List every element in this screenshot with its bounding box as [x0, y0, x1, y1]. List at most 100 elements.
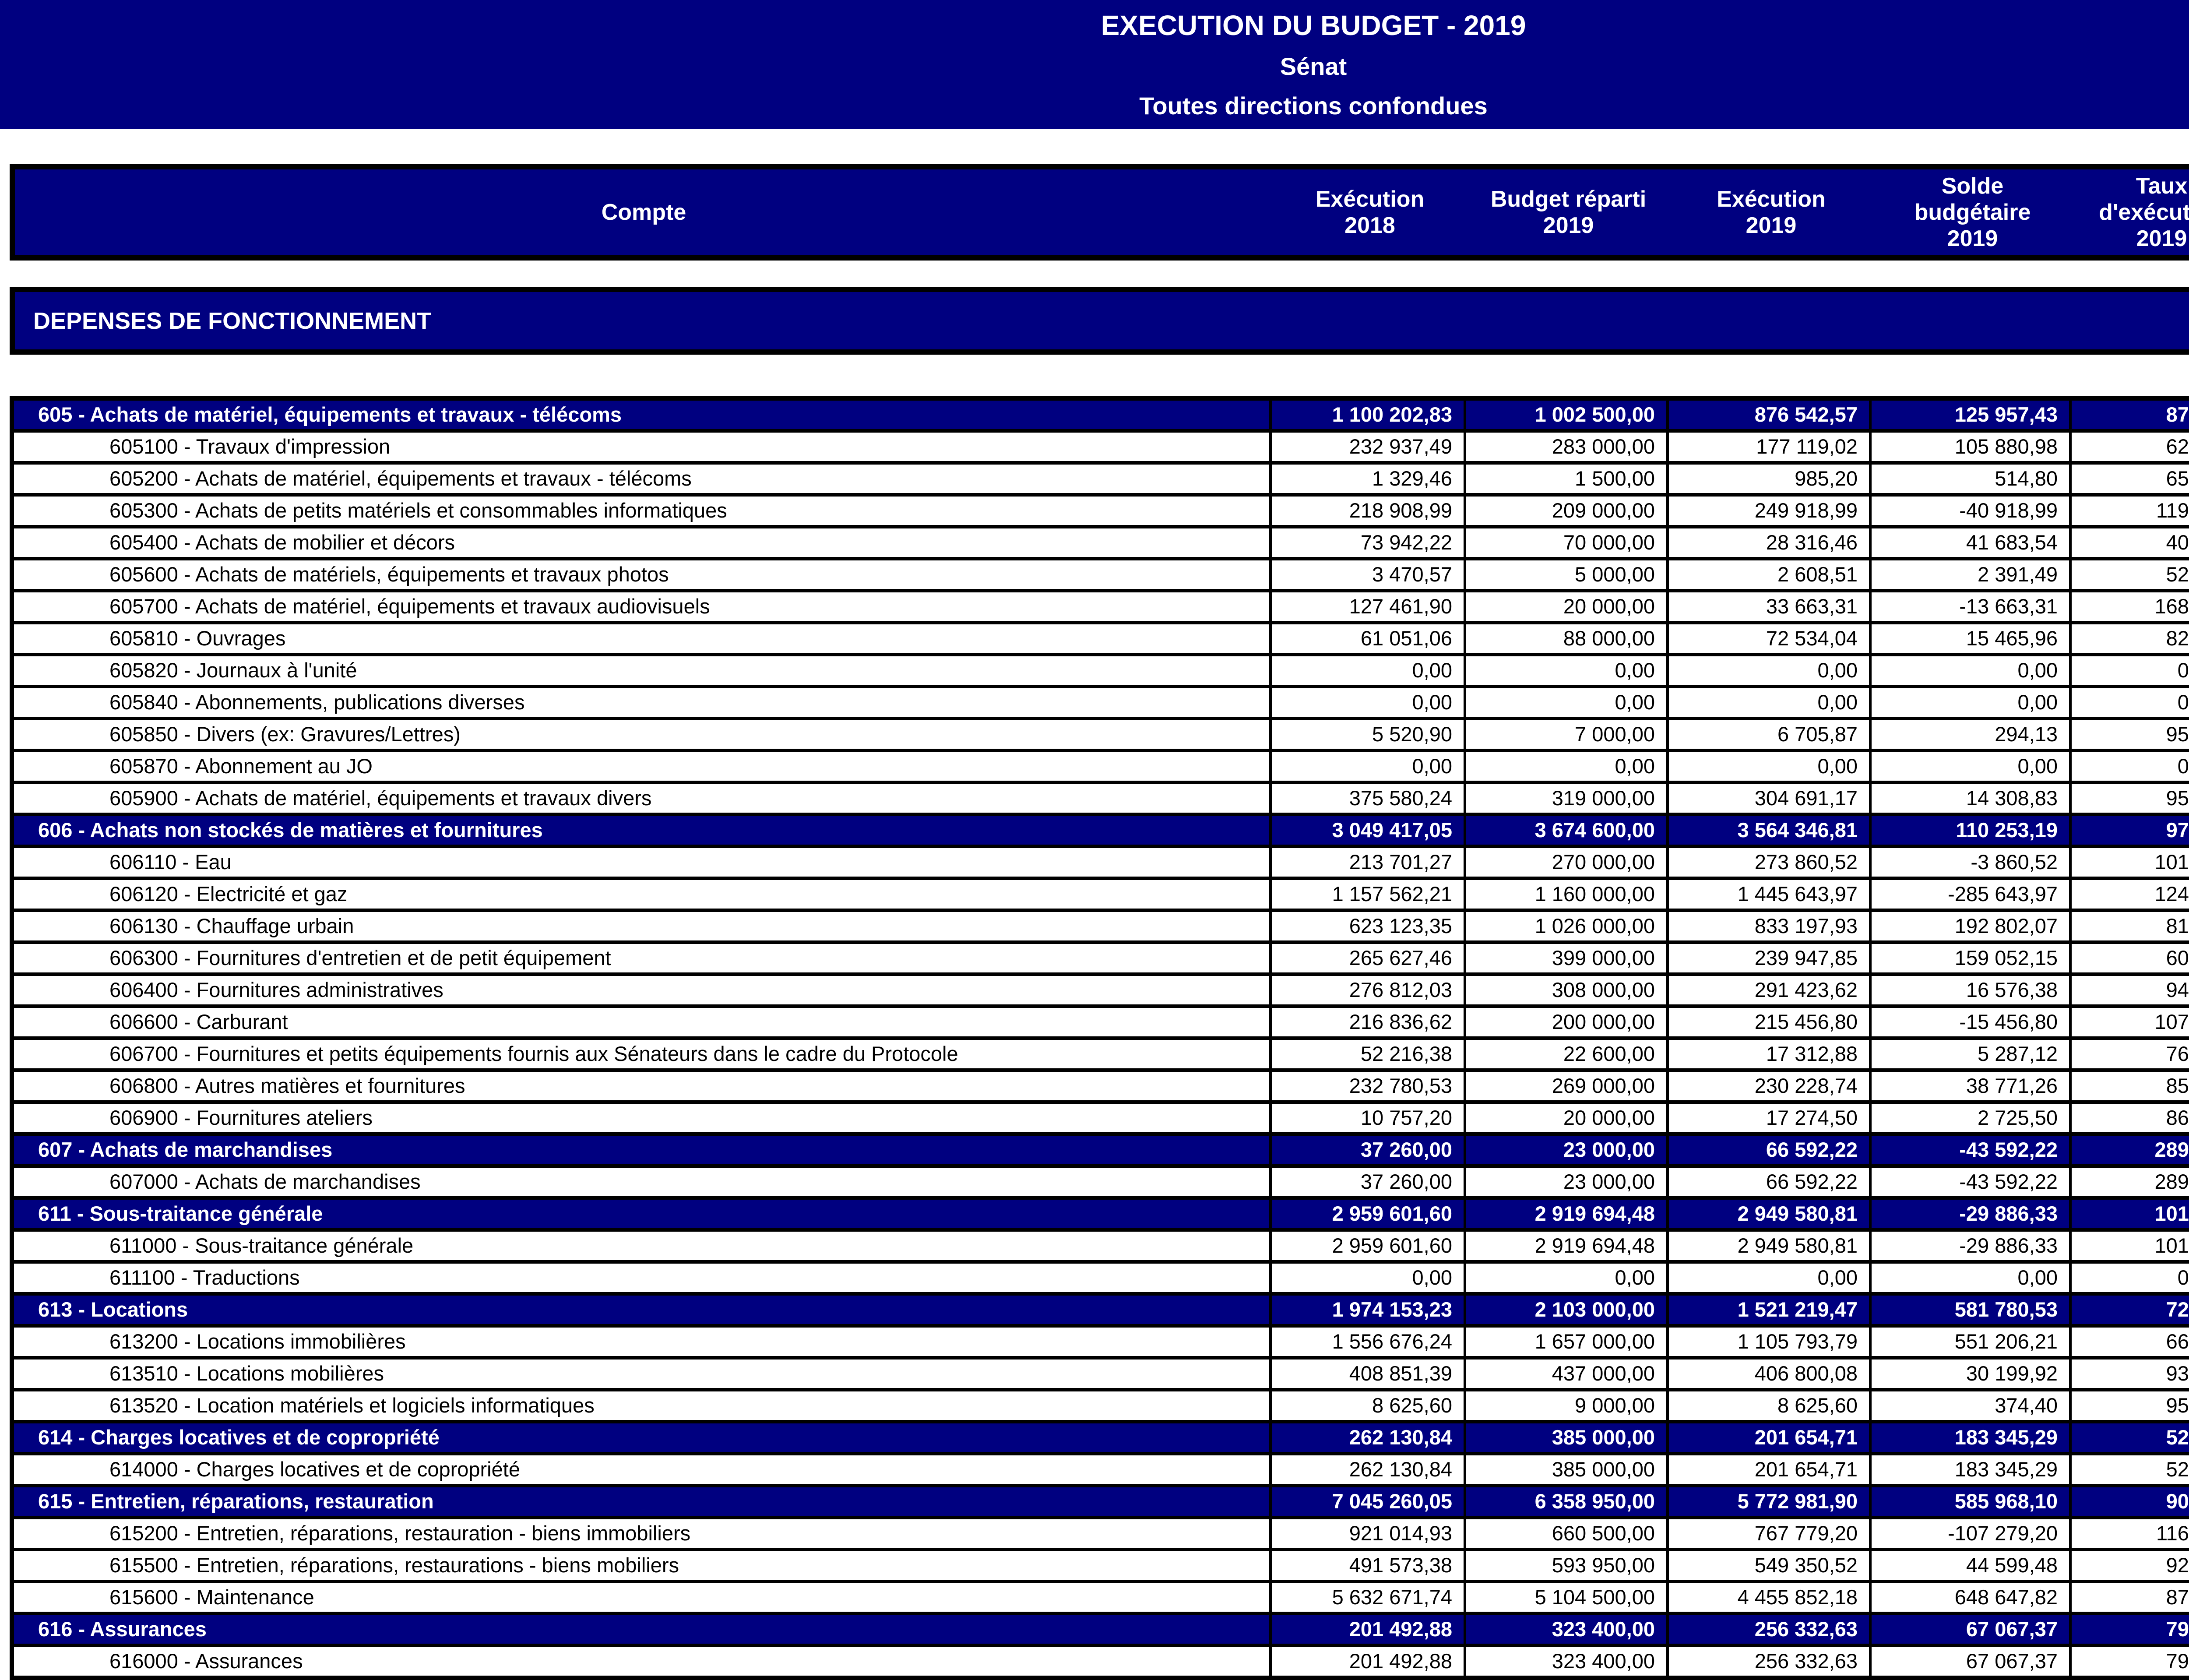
- account-detail-row: 605820 - Journaux à l'unité 0,00 0,00 0,00 0…: [14, 656, 2189, 688]
- value-cell: 551 206,21: [1872, 1328, 2072, 1359]
- value-cell: 95,84%: [2072, 1391, 2189, 1423]
- value-cell: 72,34%: [2072, 1296, 2189, 1328]
- value-cell: 52,38%: [2072, 1423, 2189, 1455]
- column-header-line: budgétaire: [1914, 200, 2031, 225]
- value-cell: 5 632 671,74: [1272, 1583, 1466, 1615]
- value-cell: 0,00: [1466, 688, 1669, 720]
- value-cell: 876 542,57: [1669, 401, 1872, 433]
- value-cell: 85,59%: [2072, 1072, 2189, 1104]
- value-cell: 159 052,15: [1872, 944, 2072, 976]
- account-detail-row: 616000 - Assurances 201 492,88 323 400,00 2…: [14, 1647, 2189, 1676]
- value-cell: 33 663,31: [1669, 592, 1872, 624]
- value-cell: -13 663,31: [1872, 592, 2072, 624]
- value-cell: 385 000,00: [1466, 1455, 1669, 1487]
- value-cell: 319 000,00: [1466, 784, 1669, 816]
- account-label: 605900 - Achats de matériel, équipements…: [14, 784, 1272, 816]
- value-cell: 3 674 600,00: [1466, 816, 1669, 848]
- value-cell: 833 197,93: [1669, 912, 1872, 944]
- value-cell: 283 000,00: [1466, 433, 1669, 465]
- account-label: 615200 - Entretien, réparations, restaur…: [14, 1519, 1272, 1551]
- account-detail-row: 606600 - Carburant 216 836,62 200 000,00 21…: [14, 1008, 2189, 1040]
- value-cell: 216 836,62: [1272, 1008, 1466, 1040]
- value-cell: 323 400,00: [1466, 1615, 1669, 1647]
- value-cell: 87,29%: [2072, 1583, 2189, 1615]
- account-detail-row: 605200 - Achats de matériel, équipements…: [14, 465, 2189, 497]
- value-cell: 289,53%: [2072, 1168, 2189, 1200]
- value-cell: 201 492,88: [1272, 1615, 1466, 1647]
- value-cell: 72 534,04: [1669, 624, 1872, 656]
- value-cell: 183 345,29: [1872, 1455, 2072, 1487]
- account-detail-row: 614000 - Charges locatives et de copropr…: [14, 1455, 2189, 1487]
- value-cell: 256 332,63: [1669, 1615, 1872, 1647]
- column-solde-budgetaire-2019: Solde budgétaire 2019: [1872, 169, 2073, 255]
- value-cell: 215 456,80: [1669, 1008, 1872, 1040]
- value-cell: 374,40: [1872, 1391, 2072, 1423]
- value-cell: 209 000,00: [1466, 497, 1669, 528]
- value-cell: 192 802,07: [1872, 912, 2072, 944]
- account-group-row: 606 - Achats non stockés de matières et …: [14, 816, 2189, 848]
- column-execution-2018: Exécution 2018: [1273, 169, 1467, 255]
- report-org-subtitle: Sénat: [1280, 52, 1347, 80]
- column-compte: Compte: [15, 169, 1273, 255]
- value-cell: 1 002 500,00: [1466, 401, 1669, 433]
- value-cell: 28 316,46: [1669, 528, 1872, 560]
- account-detail-row: 605600 - Achats de matériels, équipement…: [14, 560, 2189, 592]
- value-cell: 200 000,00: [1466, 1008, 1669, 1040]
- value-cell: 97,00%: [2072, 816, 2189, 848]
- column-header-line: d'exécution: [2099, 200, 2189, 225]
- value-cell: 201 654,71: [1669, 1423, 1872, 1455]
- value-cell: 1 329,46: [1272, 465, 1466, 497]
- value-cell: 82,43%: [2072, 624, 2189, 656]
- account-group-row: 616 - Assurances 201 492,88 323 400,00 256 …: [14, 1615, 2189, 1647]
- account-label: 616000 - Assurances: [14, 1647, 1272, 1676]
- account-detail-row: 606700 - Fournitures et petits équipemen…: [14, 1040, 2189, 1072]
- value-cell: 2 608,51: [1669, 560, 1872, 592]
- value-cell: 437 000,00: [1466, 1359, 1669, 1391]
- value-cell: 0,00: [1669, 656, 1872, 688]
- value-cell: 2 391,49: [1872, 560, 2072, 592]
- value-cell: 38 771,26: [1872, 1072, 2072, 1104]
- value-cell: 8 625,60: [1272, 1391, 1466, 1423]
- value-cell: 67 067,37: [1872, 1647, 2072, 1676]
- account-detail-row: 605300 - Achats de petits matériels et c…: [14, 497, 2189, 528]
- value-cell: 921 014,93: [1272, 1519, 1466, 1551]
- value-cell: 230 228,74: [1669, 1072, 1872, 1104]
- value-cell: 2 959 601,60: [1272, 1200, 1466, 1232]
- value-cell: 0,00%: [2072, 656, 2189, 688]
- column-header-line: Exécution: [1717, 187, 1826, 212]
- value-cell: 110 253,19: [1872, 816, 2072, 848]
- account-detail-row: 615600 - Maintenance 5 632 671,74 5 104 50…: [14, 1583, 2189, 1615]
- value-cell: 66 592,22: [1669, 1136, 1872, 1168]
- value-cell: 0,00: [1466, 1264, 1669, 1296]
- value-cell: 73 942,22: [1272, 528, 1466, 560]
- value-cell: 3 564 346,81: [1669, 816, 1872, 848]
- value-cell: 291 423,62: [1669, 976, 1872, 1008]
- value-cell: 408 851,39: [1272, 1359, 1466, 1391]
- value-cell: 101,43%: [2072, 848, 2189, 880]
- value-cell: 265 627,46: [1272, 944, 1466, 976]
- account-detail-row: 613200 - Locations immobilières 1 556 676…: [14, 1328, 2189, 1359]
- value-cell: 116,24%: [2072, 1519, 2189, 1551]
- account-label: 615500 - Entretien, réparations, restaur…: [14, 1551, 1272, 1583]
- value-cell: 289,53%: [2072, 1136, 2189, 1168]
- account-label: 605600 - Achats de matériels, équipement…: [14, 560, 1272, 592]
- value-cell: 385 000,00: [1466, 1423, 1669, 1455]
- value-cell: -43 592,22: [1872, 1168, 2072, 1200]
- account-detail-row: 605840 - Abonnements, publications diver…: [14, 688, 2189, 720]
- value-cell: 65,68%: [2072, 465, 2189, 497]
- value-cell: 79,26%: [2072, 1615, 2189, 1647]
- value-cell: 0,00: [1466, 656, 1669, 688]
- value-cell: 767 779,20: [1669, 1519, 1872, 1551]
- account-label: 605700 - Achats de matériel, équipements…: [14, 592, 1272, 624]
- account-detail-row: 605100 - Travaux d'impression 232 937,49 2…: [14, 433, 2189, 465]
- account-group-row: 614 - Charges locatives et de copropriét…: [14, 1423, 2189, 1455]
- value-cell: 1 445 643,97: [1669, 880, 1872, 912]
- account-label: 606130 - Chauffage urbain: [14, 912, 1272, 944]
- column-budget-reparti-2019: Budget réparti 2019: [1467, 169, 1670, 255]
- account-detail-row: 605810 - Ouvrages 61 051,06 88 000,00 72 53…: [14, 624, 2189, 656]
- account-label: 605820 - Journaux à l'unité: [14, 656, 1272, 688]
- value-cell: 127 461,90: [1272, 592, 1466, 624]
- value-cell: 2 959 601,60: [1272, 1232, 1466, 1264]
- account-detail-row: 606300 - Fournitures d'entretien et de p…: [14, 944, 2189, 976]
